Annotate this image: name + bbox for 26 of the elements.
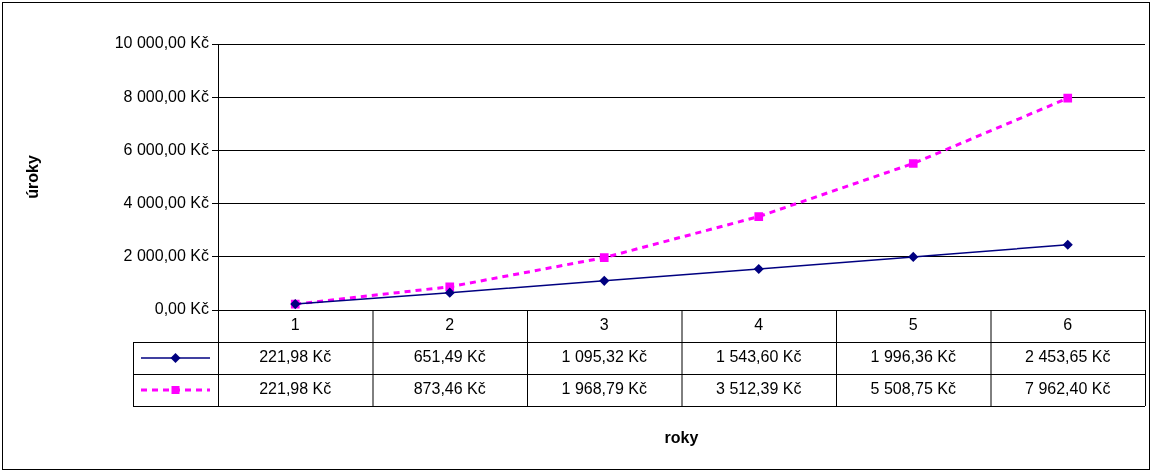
data-label: 651,49 Kč	[413, 348, 486, 366]
data-label: 1 996,36 Kč	[870, 348, 956, 366]
x-tick-label: 2	[445, 316, 455, 334]
text: roky	[664, 429, 699, 447]
y-tick-label: 4 000,00 Kč	[123, 194, 209, 212]
x-tick-label: 5	[908, 316, 918, 334]
y-tick-label: 8 000,00 Kč	[123, 87, 209, 105]
x-tick-label: 6	[1063, 316, 1073, 334]
data-label: 1 968,79 Kč	[561, 380, 647, 398]
x-tick-label: 3	[599, 316, 609, 334]
y-axis-title: úroky	[24, 155, 42, 199]
data-label: 221,98 Kč	[259, 380, 332, 398]
data-label: 7 962,40 Kč	[1025, 380, 1111, 398]
data-label: 3 512,39 Kč	[716, 380, 802, 398]
y-tick-label: 2 000,00 Kč	[123, 247, 209, 265]
data-label: 1 543,60 Kč	[716, 348, 802, 366]
data-label: 1 095,32 Kč	[561, 348, 647, 366]
data-label: 873,46 Kč	[413, 380, 486, 398]
y-tick-label: 0,00 Kč	[154, 300, 209, 318]
y-tick-label: 6 000,00 Kč	[123, 140, 209, 158]
data-label: 5 508,75 Kč	[870, 380, 956, 398]
x-tick-label: 4	[754, 316, 764, 334]
y-tick-label: 10 000,00 Kč	[114, 34, 209, 52]
x-tick-label: 1	[290, 316, 300, 334]
data-label: 221,98 Kč	[259, 348, 332, 366]
data-label: 2 453,65 Kč	[1025, 348, 1111, 366]
